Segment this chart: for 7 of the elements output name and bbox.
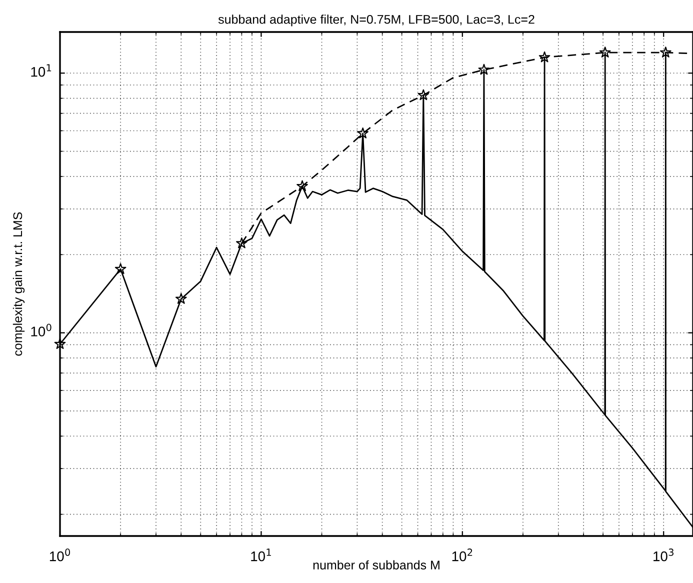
chart-title: subband adaptive filter, N=0.75M, LFB=500, Lac=3, Lc=2: [218, 14, 534, 26]
x-tick-label: 10$^{2}$: [452, 548, 472, 562]
x-tick-label: 10$^{1}$: [251, 548, 271, 562]
x-axis-title: number of subbands M: [313, 560, 440, 570]
x-tick-label: 10$^{0}$: [50, 548, 70, 562]
y-axis-title: complexity gain w.r.t. LMS: [12, 212, 25, 356]
x-tick-label: 10$^{3}$: [654, 548, 674, 562]
